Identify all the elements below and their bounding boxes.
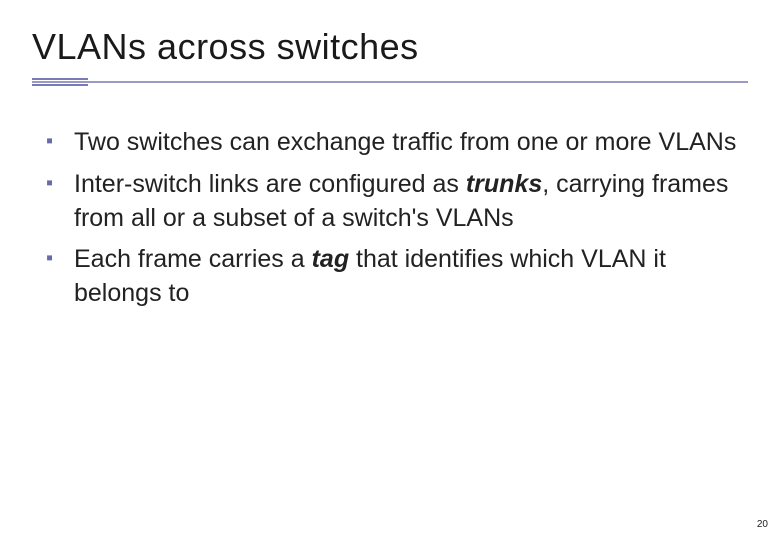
bullet-item: Inter-switch links are configured as tru…	[40, 168, 748, 236]
title-underline	[32, 78, 748, 84]
bullet-item: Each frame carries a tag that identifies…	[40, 243, 748, 311]
page-number: 20	[757, 519, 768, 530]
bullet-text-em: trunks	[466, 170, 542, 198]
slide: VLANs across switches Two switches can e…	[0, 0, 780, 540]
slide-content: Two switches can exchange traffic from o…	[32, 126, 748, 311]
bullet-text-pre: Inter-switch links are configured as	[74, 170, 466, 198]
bullet-list: Two switches can exchange traffic from o…	[40, 126, 748, 311]
underline-accent-top	[32, 78, 88, 80]
bullet-text-pre: Each frame carries a	[74, 245, 312, 273]
underline-main	[32, 81, 748, 83]
bullet-text-pre: Two switches can exchange traffic from o…	[74, 128, 736, 156]
bullet-text-em: tag	[312, 245, 350, 273]
underline-accent-bottom	[32, 84, 88, 86]
bullet-item: Two switches can exchange traffic from o…	[40, 126, 748, 160]
slide-title: VLANs across switches	[32, 26, 748, 68]
